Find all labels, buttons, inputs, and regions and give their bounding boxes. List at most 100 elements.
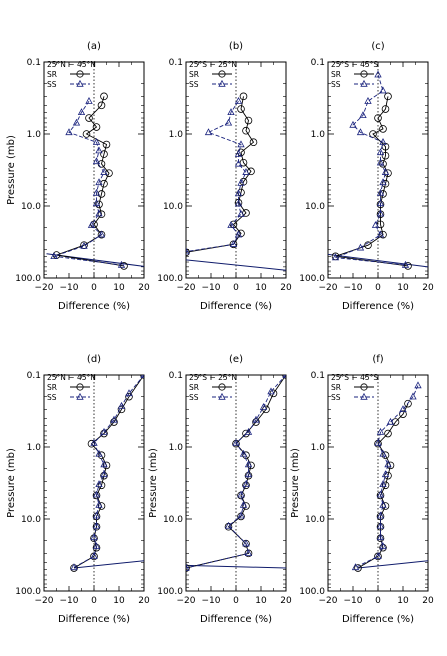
sr-circle-marker <box>100 92 108 101</box>
x-tick-label: 10 <box>113 283 125 293</box>
x-tick-label: −10 <box>344 283 363 293</box>
ss-triangle-marker <box>65 128 73 136</box>
ss-triangle-marker <box>95 449 103 457</box>
ss-triangle-marker <box>399 405 407 413</box>
sr-circle-marker <box>95 200 103 209</box>
legend-ss-marker <box>360 392 368 400</box>
x-tick-label: 0 <box>375 283 381 293</box>
plot-area <box>186 375 286 572</box>
sr-circle-marker <box>97 210 106 219</box>
x-tick-label: 20 <box>138 596 150 606</box>
ss-triangle-marker <box>356 243 365 251</box>
x-tick-label: 0 <box>375 596 381 606</box>
ss-triangle-marker <box>70 563 78 571</box>
ss-triangle-marker <box>244 427 253 435</box>
x-tick-label: 10 <box>255 596 267 606</box>
ss-triangle-marker <box>376 230 385 238</box>
y-tick-label: 1.0 <box>27 130 42 140</box>
legend-ss-label: SS <box>331 393 341 402</box>
sr-circle-marker <box>244 116 253 125</box>
sr-circle-marker <box>87 439 96 448</box>
y-tick-label: 1.0 <box>169 443 184 453</box>
y-tick-label: 0.1 <box>169 58 183 68</box>
y-tick-label: 10.0 <box>21 515 41 525</box>
ss-triangle-marker <box>234 159 243 167</box>
sr-circle-marker <box>92 543 101 552</box>
ss-triangle-marker <box>244 460 253 468</box>
sr-circle-marker <box>252 418 260 426</box>
ss-triangle-marker <box>379 449 387 457</box>
series-ss-line <box>53 100 122 266</box>
y-tick-label: 100.0 <box>299 587 325 597</box>
ss-triangle-marker <box>97 230 106 238</box>
panel-label: (e) <box>229 354 243 365</box>
y-axis-label: Pressure (mb) <box>290 448 301 518</box>
x-tick-label: −10 <box>60 283 79 293</box>
plot-area <box>351 381 428 572</box>
legend-ss-marker <box>76 79 84 87</box>
sr-circle-marker <box>120 262 128 270</box>
legend-ss-label: SS <box>331 80 341 89</box>
y-tick-label: 0.1 <box>311 371 325 381</box>
ss-triangle-marker <box>227 221 235 228</box>
sr-circle-marker <box>100 429 108 438</box>
legend-sr-label: SR <box>331 383 341 392</box>
ss-triangle-marker <box>92 188 101 196</box>
panel-label: (a) <box>87 41 101 52</box>
ss-triangle-marker <box>239 500 248 508</box>
sr-circle-marker <box>379 190 387 198</box>
y-tick-label: 0.1 <box>27 58 41 68</box>
y-tick-label: 10.0 <box>163 202 183 212</box>
y-tick-label: 100.0 <box>157 587 183 597</box>
ss-triangle-marker <box>224 118 233 126</box>
ss-triangle-marker <box>379 178 387 186</box>
ss-triangle-marker <box>349 120 357 128</box>
ss-triangle-marker <box>414 381 422 389</box>
ss-triangle-marker <box>232 438 240 446</box>
ss-triangle-marker <box>376 209 385 217</box>
plot-area <box>186 92 286 271</box>
ss-triangle-marker <box>85 97 93 104</box>
y-tick-label: 100.0 <box>15 587 41 597</box>
sr-circle-marker <box>85 114 93 122</box>
y-tick-label: 100.0 <box>299 274 325 284</box>
ss-triangle-marker <box>242 539 250 547</box>
y-axis-label: Pressure (mb) <box>148 448 159 518</box>
x-tick-label: 0 <box>233 283 239 293</box>
sr-circle-marker <box>384 92 392 101</box>
ss-triangle-marker <box>234 189 243 197</box>
ss-triangle-marker <box>379 542 387 550</box>
x-tick-label: −20 <box>177 283 196 293</box>
ss-triangle-marker <box>371 221 380 228</box>
ss-triangle-marker <box>244 470 253 478</box>
ss-triangle-marker <box>117 401 126 409</box>
ss-triangle-marker <box>239 449 248 457</box>
legend-ss-label: SS <box>189 393 199 402</box>
sr-circle-marker <box>374 114 382 122</box>
ss-triangle-marker <box>401 260 410 268</box>
sr-circle-marker <box>249 138 258 147</box>
x-tick-label: −20 <box>177 596 196 606</box>
legend-ss-marker <box>76 392 84 400</box>
ss-triangle-marker <box>376 533 385 541</box>
ss-triangle-marker <box>77 108 86 116</box>
sr-circle-marker <box>237 105 245 113</box>
sr-circle-marker <box>97 502 106 510</box>
plot-area <box>70 375 144 572</box>
sr-circle-marker <box>381 481 390 490</box>
ss-triangle-marker <box>376 148 385 156</box>
x-tick-label: 10 <box>397 596 409 606</box>
legend-ss-marker <box>218 79 226 87</box>
legend-ss-label: SS <box>47 80 57 89</box>
sr-circle-marker <box>242 126 250 135</box>
reference-profile-line <box>186 259 286 271</box>
ss-triangle-marker <box>50 252 58 260</box>
ss-triangle-marker <box>92 138 101 145</box>
legend-title: 25°S − 25°N <box>189 60 237 69</box>
ss-triangle-marker <box>381 470 390 478</box>
sr-circle-marker <box>100 179 108 188</box>
ss-triangle-marker <box>331 253 340 261</box>
panel-d: (d) Difference (%) Pressure (mb) 25°N − … <box>6 354 150 625</box>
x-tick-label: −10 <box>202 596 221 606</box>
sr-circle-marker <box>379 543 387 552</box>
